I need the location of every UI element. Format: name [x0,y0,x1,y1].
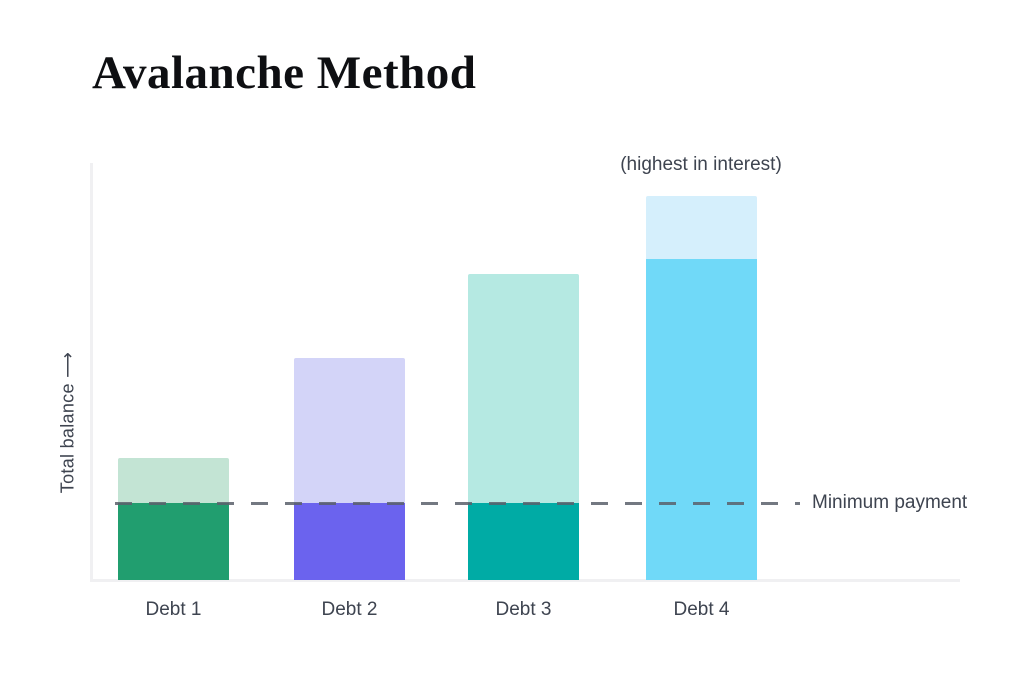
x-tick-debt-4: Debt 4 [673,599,730,620]
page-title: Avalanche Method [92,47,477,99]
y-axis-label: Total balance ⟶ [57,351,78,494]
bar-debt-3-lower-segment [468,503,579,580]
x-tick-debt-1: Debt 1 [145,599,202,620]
bar-debt-4-lower-segment [646,259,757,580]
x-tick-debt-3: Debt 3 [495,599,552,620]
bar-debt-2-lower-segment [294,503,405,580]
x-axis-line [90,579,960,582]
highest-interest-annotation: (highest in interest) [620,154,782,175]
bar-debt-1-upper-segment [118,458,229,503]
bar-debt-1-lower-segment [118,503,229,580]
bar-debt-2-upper-segment [294,358,405,503]
minimum-payment-label: Minimum payment [812,492,968,513]
y-axis-line [90,163,93,581]
bar-debt-4-upper-segment [646,196,757,259]
minimum-payment-dashed-line [115,502,800,505]
bar-debt-3-upper-segment [468,274,579,503]
x-tick-debt-2: Debt 2 [321,599,378,620]
